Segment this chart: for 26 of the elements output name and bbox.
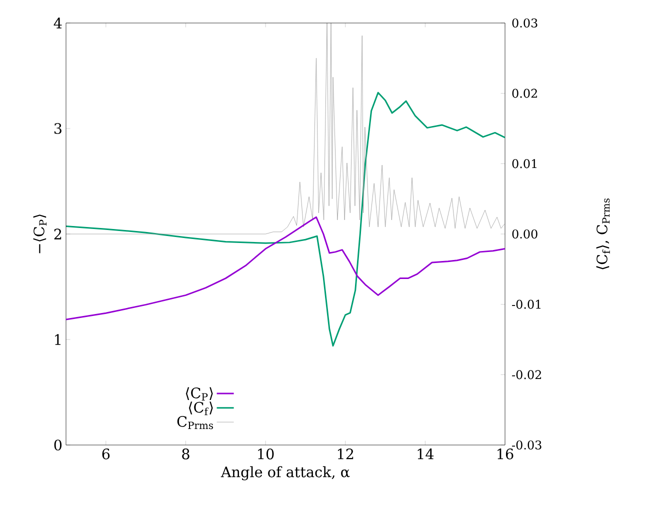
x-tick-label: 12 — [338, 448, 354, 460]
y-tick-label: 2 — [54, 228, 62, 240]
x-tick-label: 14 — [418, 448, 434, 460]
y-tick-label: 1 — [55, 334, 60, 345]
y2-tick-label: -0.02 — [512, 370, 542, 380]
y2-tick-label: 0.02 — [512, 88, 537, 98]
y-tick-label: 4 — [54, 18, 62, 28]
y-tick-label: 0 — [54, 440, 62, 450]
y2-tick-label: -0.03 — [512, 440, 542, 450]
x-tick-label: 10 — [258, 448, 274, 460]
y2-axis-title: ⟨C$_{f}$⟩, C$_{Prms}$ — [596, 198, 610, 270]
y2-tick-label: 0.00 — [512, 229, 538, 239]
y-tick-label: 3 — [54, 123, 62, 134]
x-axis-title: Angle of attack, α — [220, 466, 350, 480]
x-tick-label: 8 — [182, 448, 190, 460]
legend-label: ⟨C$_{P}$⟩ — [186, 387, 213, 400]
line-series — [66, 216, 506, 320]
y2-tick-label: 0.01 — [512, 159, 536, 168]
y2-tick-label: -0.01 — [512, 300, 540, 309]
x-tick-label: 6 — [102, 448, 110, 460]
y-axis-title: −⟨C$_{P}$⟩ — [33, 214, 47, 254]
x-tick-label: 16 — [498, 448, 514, 460]
line-series — [66, 92, 506, 347]
legend-label: C$_{Prms}$ — [177, 416, 214, 430]
y2-tick-label: 0.03 — [512, 18, 538, 28]
legend-label: ⟨C$_{f}$⟩ — [188, 402, 213, 416]
